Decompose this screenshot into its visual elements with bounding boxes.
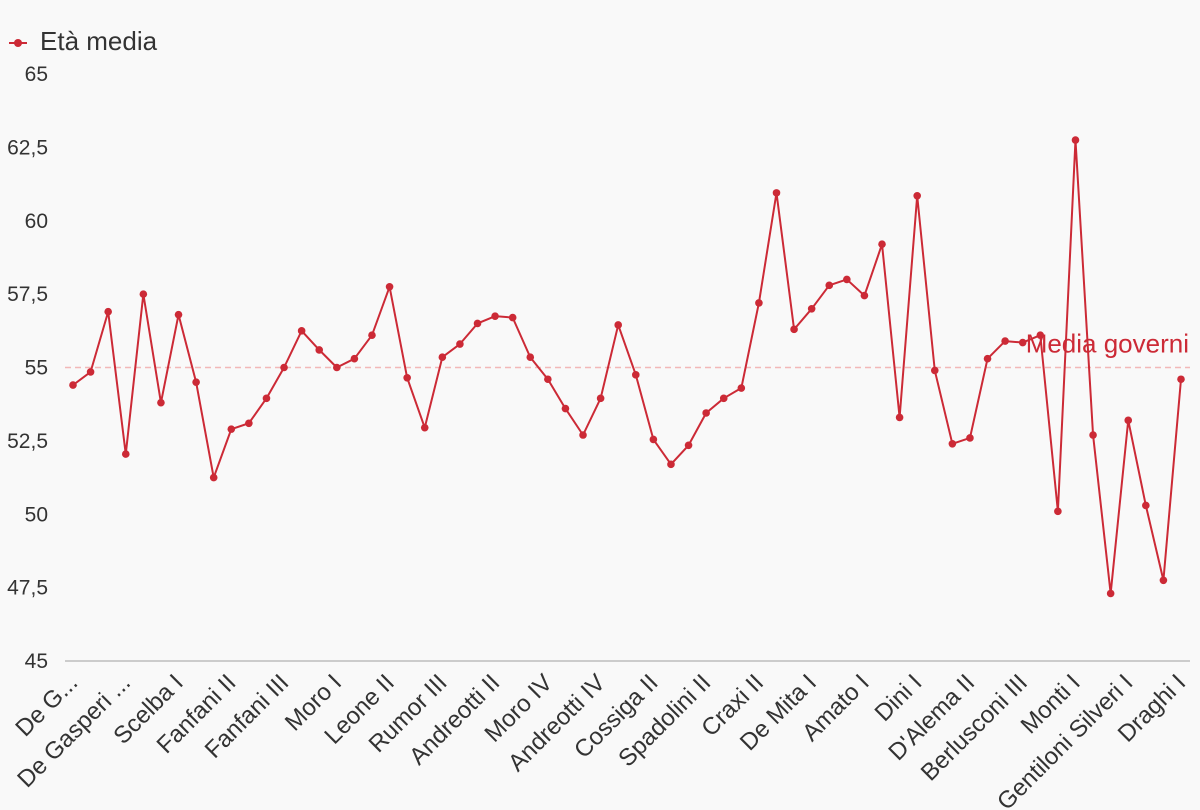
data-point[interactable] (385, 282, 394, 291)
data-point[interactable] (1159, 576, 1168, 585)
reference-line-label: Media governi (1026, 329, 1189, 359)
data-point[interactable] (895, 413, 904, 422)
data-point[interactable] (860, 291, 869, 300)
data-point[interactable] (948, 440, 957, 448)
data-point[interactable] (174, 310, 183, 319)
data-point[interactable] (913, 192, 921, 200)
data-point[interactable] (579, 431, 587, 439)
data-point[interactable] (930, 366, 939, 375)
data-point[interactable] (631, 371, 640, 379)
data-point[interactable] (350, 354, 359, 363)
data-point[interactable] (544, 375, 552, 384)
data-point[interactable] (1036, 331, 1045, 340)
data-point[interactable] (684, 441, 693, 450)
data-point[interactable] (807, 305, 816, 313)
data-point[interactable] (209, 473, 218, 482)
legend-marker-dot (14, 39, 22, 47)
data-point[interactable] (297, 327, 306, 335)
data-point[interactable] (333, 363, 341, 372)
data-point[interactable] (737, 384, 746, 392)
data-point[interactable] (368, 331, 376, 340)
data-point[interactable] (157, 398, 165, 407)
y-tick-label: 50 (25, 503, 48, 526)
series-group (69, 136, 1185, 598)
data-point[interactable] (280, 363, 288, 372)
data-point[interactable] (104, 307, 112, 316)
data-point[interactable] (1106, 589, 1115, 598)
data-point[interactable] (772, 189, 781, 197)
data-point[interactable] (420, 423, 429, 432)
data-point[interactable] (315, 346, 324, 354)
data-point[interactable] (878, 240, 886, 249)
data-point[interactable] (649, 435, 658, 444)
y-tick-label: 57,5 (7, 283, 48, 306)
data-point[interactable] (614, 321, 623, 329)
data-point[interactable] (438, 353, 447, 362)
y-tick-label: 60 (25, 210, 48, 233)
data-point[interactable] (69, 381, 77, 389)
data-point[interactable] (843, 275, 851, 284)
data-point[interactable] (1124, 416, 1133, 425)
data-point[interactable] (139, 290, 148, 298)
data-point[interactable] (1177, 375, 1185, 384)
data-point[interactable] (1001, 337, 1009, 345)
data-point[interactable] (456, 340, 464, 348)
data-point[interactable] (1071, 136, 1080, 144)
legend[interactable]: Età media (9, 26, 158, 56)
legend-label: Età media (40, 26, 158, 56)
data-point[interactable] (719, 394, 728, 403)
data-point[interactable] (121, 450, 130, 458)
data-point[interactable] (702, 409, 710, 417)
y-tick-label: 52,5 (7, 430, 48, 453)
y-tick-label: 65 (25, 63, 48, 86)
data-point[interactable] (667, 460, 675, 469)
data-point[interactable] (1018, 338, 1027, 347)
data-point[interactable] (561, 404, 570, 413)
data-point[interactable] (526, 353, 535, 362)
data-point[interactable] (245, 419, 253, 428)
data-point[interactable] (1089, 431, 1097, 439)
y-axis: 45 47,5 50 52,5 55 57,5 60 62,5 65 (7, 63, 48, 673)
data-point[interactable] (227, 425, 236, 433)
data-point[interactable] (508, 313, 517, 322)
y-tick-label: 45 (25, 650, 48, 673)
y-tick-label: 47,5 (7, 577, 48, 600)
data-point[interactable] (403, 373, 411, 382)
data-point[interactable] (596, 394, 605, 403)
data-point[interactable] (473, 319, 482, 328)
data-point[interactable] (192, 378, 200, 386)
y-tick-label: 55 (25, 357, 48, 380)
data-point[interactable] (491, 312, 499, 320)
data-point[interactable] (825, 281, 834, 290)
data-point[interactable] (966, 434, 974, 442)
data-point[interactable] (1054, 507, 1062, 516)
data-point[interactable] (262, 394, 271, 403)
series-line (72, 139, 1182, 595)
data-point[interactable] (755, 299, 763, 307)
data-point[interactable] (1142, 501, 1150, 510)
data-point[interactable] (790, 325, 798, 334)
y-tick-label: 62,5 (7, 136, 48, 159)
data-point[interactable] (983, 354, 992, 363)
data-point[interactable] (86, 368, 95, 376)
